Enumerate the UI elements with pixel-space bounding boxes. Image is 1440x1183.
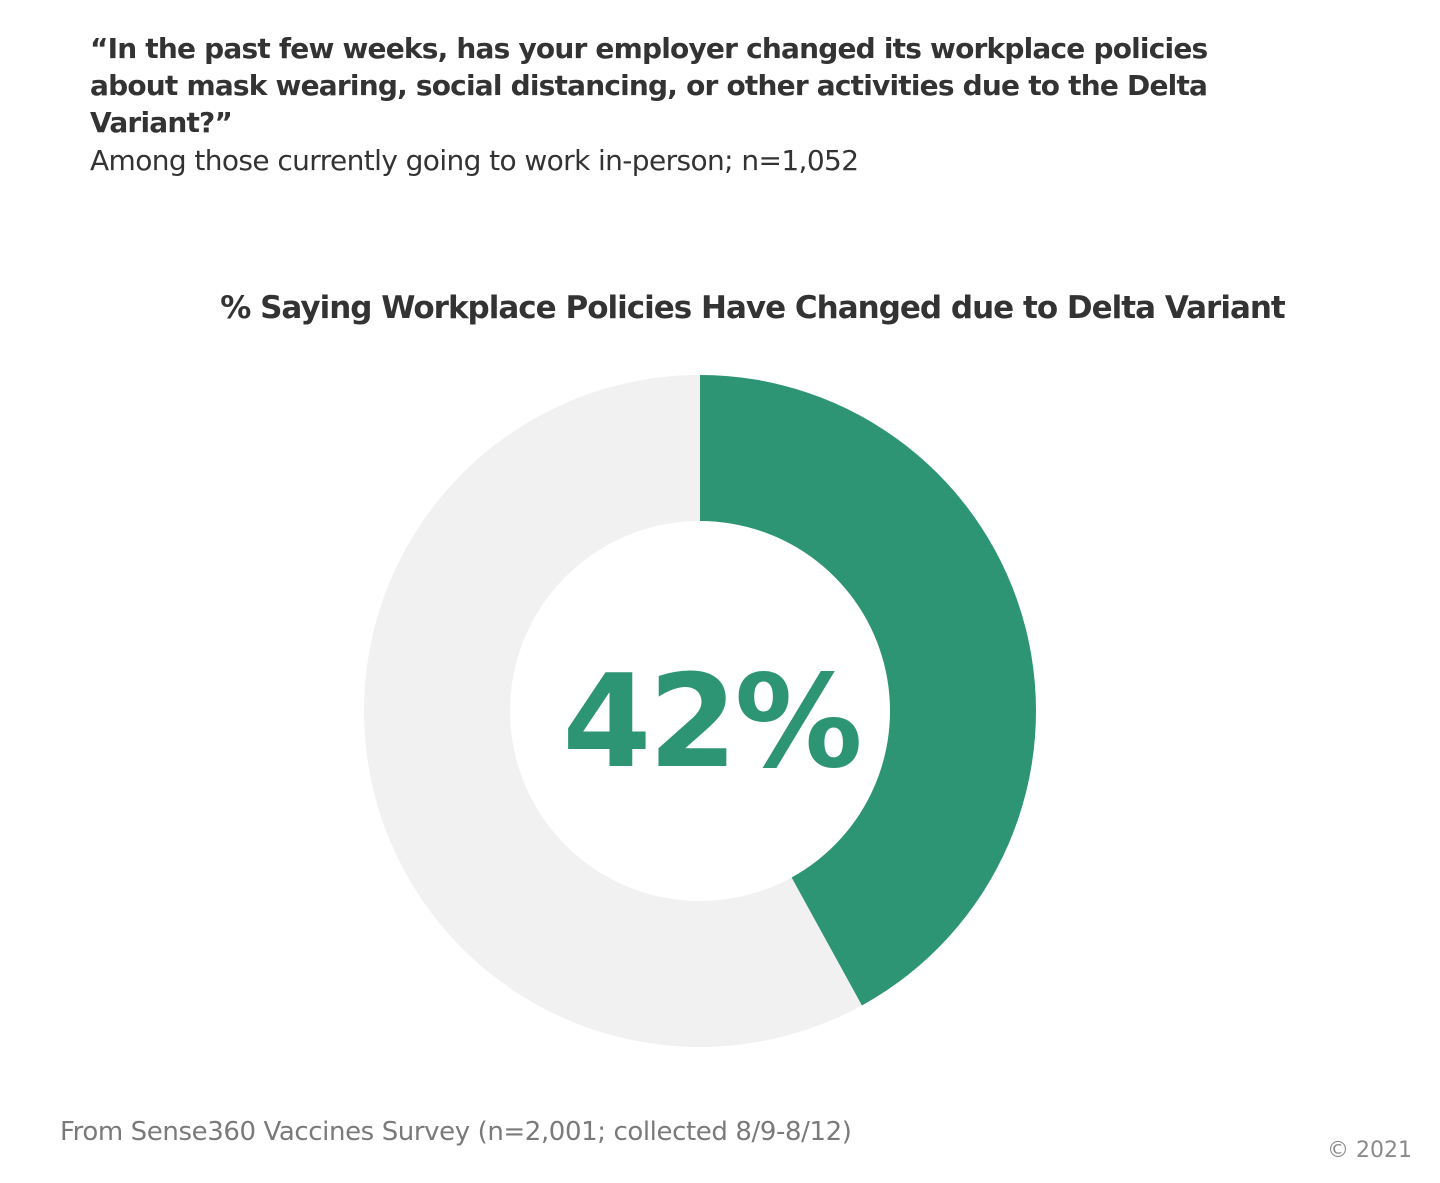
chart-title: % Saying Workplace Policies Have Changed… <box>220 290 1286 326</box>
copyright-note: © 2021 <box>1327 1138 1412 1163</box>
donut-slice-1 <box>700 375 1036 1006</box>
donut-slice-2 <box>363 375 862 1047</box>
donut-slices <box>363 375 1036 1047</box>
question-title: “In the past few weeks, has your employe… <box>90 32 1208 139</box>
donut-center-value: 42% <box>562 648 859 797</box>
source-note: From Sense360 Vaccines Survey (n=2,001; … <box>60 1117 852 1147</box>
question-subtitle: Among those currently going to work in-p… <box>90 144 859 177</box>
